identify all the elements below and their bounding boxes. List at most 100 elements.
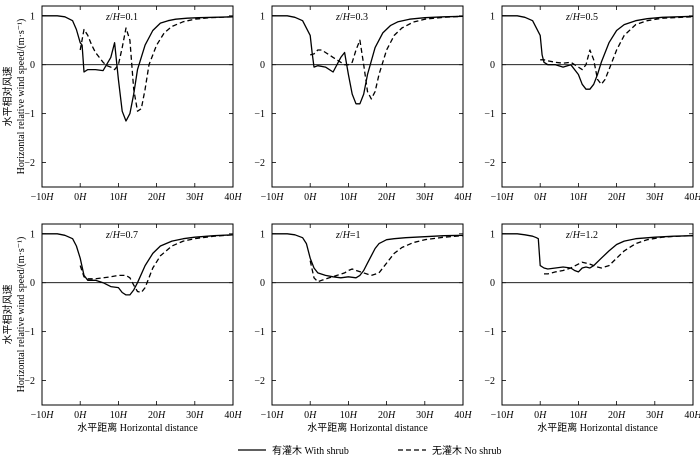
y-tick-label: −1 <box>484 109 495 120</box>
x-tick-label: −10H <box>491 410 515 421</box>
y-tick-label: 0 <box>260 60 265 71</box>
x-tick-label: 30H <box>646 192 664 203</box>
x-tick-label: 30H <box>186 410 204 421</box>
series-with-shrub <box>272 233 464 279</box>
series-no-shrub <box>540 16 694 85</box>
x-tick-label: 20H <box>148 192 166 203</box>
x-tick-label: 20H <box>378 192 396 203</box>
panel-title: z/H=0.5 <box>565 12 598 23</box>
x-tick-label: 20H <box>378 410 396 421</box>
x-tick-label: 0H <box>304 192 317 203</box>
y-tick-label: 1 <box>260 11 265 22</box>
series-with-shrub <box>502 15 694 90</box>
x-tick-label: 0H <box>534 410 547 421</box>
y-axis-label-cn: 水平相对风速 <box>1 285 14 345</box>
y-tick-label: −2 <box>24 158 35 169</box>
series-no-shrub <box>79 234 234 294</box>
y-tick-label: −1 <box>24 109 35 120</box>
y-tick-label: −1 <box>254 109 265 120</box>
y-tick-label: −1 <box>484 327 495 338</box>
x-tick-label: 40H <box>684 410 700 421</box>
series-no-shrub <box>310 15 464 100</box>
y-tick-label: 0 <box>30 278 35 289</box>
y-tick-label: 1 <box>30 229 35 240</box>
x-tick-label: 30H <box>646 410 664 421</box>
x-tick-label: 10H <box>340 410 358 421</box>
y-axis-label-en: Horizontal relative wind speed/(m·s⁻¹) <box>16 19 27 175</box>
x-tick-label: 30H <box>186 192 204 203</box>
y-tick-label: −2 <box>254 376 265 387</box>
plot-frame <box>501 223 694 406</box>
y-tick-label: −2 <box>254 158 265 169</box>
x-tick-label: 10H <box>110 410 128 421</box>
legend-label-no-shrub: 无灌木 No shrub <box>432 445 501 456</box>
panel-title: z/H=1 <box>335 230 361 241</box>
y-axis-label-cn: 水平相对风速 <box>1 67 14 127</box>
panel-title: z/H=0.7 <box>105 230 138 241</box>
x-tick-label: 10H <box>340 192 358 203</box>
x-tick-label: 20H <box>148 410 166 421</box>
x-tick-label: 40H <box>684 192 700 203</box>
x-tick-label: −10H <box>31 410 55 421</box>
y-tick-label: 0 <box>260 278 265 289</box>
x-tick-label: −10H <box>261 410 285 421</box>
panel-2: 1 0 −1 −2 −10H 0H 10H 20H 30H 40H z/H=0.3 <box>254 5 472 203</box>
x-axis-label: 水平距离 Horizontal distance <box>537 421 658 434</box>
x-axis-label: 水平距离 Horizontal distance <box>307 421 428 434</box>
panel-6: 1 0 −1 −2 −10H 0H 10H 20H 30H 40H z/H=1.2 水平距离 Hori… <box>484 223 700 434</box>
series-with-shrub <box>502 233 694 273</box>
y-tick-label: 1 <box>490 229 495 240</box>
plot-frame <box>501 5 694 188</box>
y-tick-label: −1 <box>24 327 35 338</box>
series-with-shrub <box>42 15 234 122</box>
series-no-shrub <box>79 16 234 112</box>
x-tick-label: 0H <box>74 192 87 203</box>
x-tick-label: −10H <box>31 192 55 203</box>
x-tick-label: 10H <box>570 192 588 203</box>
plot-frame <box>271 5 464 188</box>
legend-label-with-shrub: 有灌木 With shrub <box>272 444 349 456</box>
panel-1: 1 0 −1 −2 −10H 0H 10H 20H 30H 40H z/H=0.1 水平相对风速 Hor… <box>1 5 242 203</box>
x-tick-label: 10H <box>110 192 128 203</box>
x-tick-label: 20H <box>608 410 626 421</box>
y-tick-label: 1 <box>260 229 265 240</box>
x-tick-label: 10H <box>570 410 588 421</box>
x-tick-label: 40H <box>454 410 472 421</box>
y-tick-label: 0 <box>490 278 495 289</box>
y-tick-label: 1 <box>490 11 495 22</box>
x-tick-label: 20H <box>608 192 626 203</box>
x-tick-label: −10H <box>491 192 515 203</box>
y-tick-label: −2 <box>484 158 495 169</box>
series-with-shrub <box>42 233 234 296</box>
x-tick-label: −10H <box>261 192 285 203</box>
plot-frame <box>271 223 464 406</box>
x-tick-label: 30H <box>416 192 434 203</box>
y-tick-label: −2 <box>24 376 35 387</box>
series-no-shrub <box>544 235 694 275</box>
x-tick-label: 0H <box>304 410 317 421</box>
plot-frame <box>41 223 234 406</box>
legend: 有灌木 With shrub 无灌木 No shrub <box>238 444 501 456</box>
plot-frame <box>41 5 234 188</box>
series-with-shrub <box>272 15 464 105</box>
x-tick-label: 40H <box>224 192 242 203</box>
panel-title: z/H=0.3 <box>335 12 368 23</box>
y-tick-label: −1 <box>254 327 265 338</box>
series-no-shrub <box>309 235 464 283</box>
x-tick-label: 0H <box>534 192 547 203</box>
panel-4: 1 0 −1 −2 −10H 0H 10H 20H 30H 40H z/H=0.7 水平相对风速 Hor… <box>1 223 242 434</box>
y-axis-label-en: Horizontal relative wind speed/(m·s⁻¹) <box>16 237 27 393</box>
y-tick-label: 0 <box>30 60 35 71</box>
x-tick-label: 40H <box>454 192 472 203</box>
panel-3: 1 0 −1 −2 −10H 0H 10H 20H 30H 40H z/H=0.5 <box>484 5 700 203</box>
y-tick-label: 0 <box>490 60 495 71</box>
x-tick-label: 30H <box>416 410 434 421</box>
panel-title: z/H=0.1 <box>105 12 138 23</box>
panel-5: 1 0 −1 −2 −10H 0H 10H 20H 30H 40H z/H=1 水平距离 Horizo… <box>254 223 472 434</box>
y-tick-label: −2 <box>484 376 495 387</box>
panel-title: z/H=1.2 <box>565 230 598 241</box>
y-tick-label: 1 <box>30 11 35 22</box>
x-tick-label: 0H <box>74 410 87 421</box>
